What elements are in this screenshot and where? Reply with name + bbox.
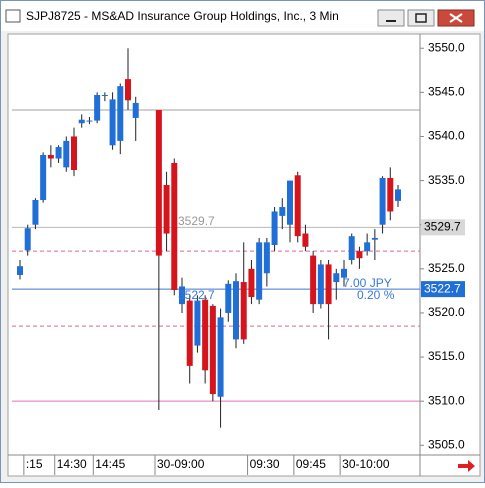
- price-tag-label: 3529.7: [424, 220, 461, 234]
- candle-body: [24, 228, 31, 251]
- candle-body: [395, 189, 401, 201]
- candle-body: [302, 233, 309, 247]
- annotation: 0.20 %: [357, 288, 395, 302]
- y-tick-label: 3545.0: [428, 85, 465, 99]
- candle-body: [248, 268, 255, 298]
- candle-body: [194, 300, 201, 346]
- candle-body: [186, 300, 193, 366]
- annotation: 7.00 JPY: [343, 276, 392, 290]
- candle-body: [132, 102, 139, 118]
- candle-body: [63, 140, 70, 168]
- candle-body: [387, 177, 394, 212]
- x-tick-label: 09:45: [296, 457, 326, 471]
- candle-body: [209, 305, 216, 395]
- x-tick-label: 30-10:00: [342, 457, 390, 471]
- y-tick-label: 3525.0: [428, 261, 465, 275]
- close-icon: [449, 13, 463, 23]
- candle-body: [155, 110, 162, 256]
- candle-body: [32, 200, 39, 225]
- restore-button[interactable]: [407, 9, 435, 27]
- candle-body: [109, 99, 116, 146]
- restore-icon: [415, 13, 427, 23]
- candle-body: [310, 255, 317, 305]
- candle-body: [379, 177, 386, 225]
- candle-body: [356, 251, 363, 259]
- price-tag: [421, 281, 465, 298]
- candle-body: [263, 242, 270, 274]
- x-tick-label: 14:45: [95, 457, 125, 471]
- candle-body: [163, 185, 170, 234]
- y-tick-label: 3540.0: [428, 129, 465, 143]
- candle-body: [371, 237, 378, 240]
- candle-body: [78, 119, 85, 124]
- x-tick-label: :15: [26, 457, 43, 471]
- candle-body: [364, 242, 371, 252]
- candle-body: [47, 155, 54, 159]
- candle-body: [217, 317, 224, 397]
- candle-body: [279, 207, 286, 216]
- candle-body: [55, 147, 62, 159]
- candle-body: [171, 162, 178, 290]
- x-tick-label: 09:30: [250, 457, 280, 471]
- y-tick-label: 3550.0: [428, 40, 465, 54]
- x-tick-label: 30-09:00: [157, 457, 205, 471]
- price-tag-label: 3522.7: [424, 281, 461, 295]
- candle-body: [256, 242, 263, 300]
- candle-body: [225, 283, 232, 313]
- plot: 3505.03510.03515.03520.03525.03530.03535…: [12, 40, 465, 475]
- minimize-button[interactable]: [377, 9, 405, 27]
- y-tick-label: 3510.0: [428, 393, 465, 407]
- candle-body: [233, 281, 239, 340]
- y-tick-label: 3535.0: [428, 173, 465, 187]
- candle-body: [294, 175, 301, 237]
- candle-body: [325, 264, 332, 305]
- candle-body: [341, 268, 347, 278]
- annotation: 3529.7: [178, 214, 215, 228]
- candle-body: [348, 236, 355, 260]
- candle-body: [271, 211, 278, 245]
- candle-body: [117, 86, 124, 141]
- candle-body: [101, 95, 108, 96]
- price-tag: [421, 219, 465, 236]
- scroll-arrow[interactable]: [458, 460, 475, 472]
- window-title: SJPJ8725 - MS&AD Insurance Group Holding…: [26, 9, 339, 23]
- y-tick-label: 3520.0: [428, 305, 465, 319]
- candle-body: [71, 136, 77, 170]
- candle-body: [86, 120, 93, 122]
- candle-body: [40, 155, 47, 200]
- candle-body: [94, 95, 101, 121]
- candle-body: [202, 299, 209, 371]
- candle-body: [179, 286, 185, 305]
- candle-body: [240, 282, 247, 340]
- candle-body: [333, 273, 340, 283]
- candle-body: [17, 266, 23, 275]
- annotation: 3522.7: [178, 288, 215, 302]
- candle-body: [287, 180, 293, 225]
- y-tick-label: 3515.0: [428, 349, 465, 363]
- candle-body: [317, 264, 324, 305]
- x-tick-label: 14:30: [57, 457, 87, 471]
- app-icon: [5, 9, 21, 23]
- y-tick-label: 3505.0: [428, 437, 465, 451]
- candle-body: [125, 79, 131, 101]
